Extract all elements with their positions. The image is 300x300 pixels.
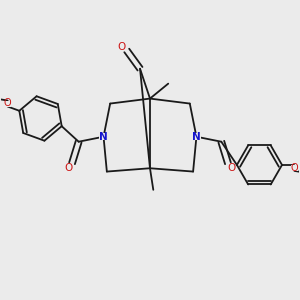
Bar <box>228 164 235 170</box>
Bar <box>118 45 125 51</box>
Bar <box>291 165 298 171</box>
Text: N: N <box>192 132 201 142</box>
Bar <box>99 133 108 140</box>
Text: O: O <box>291 163 298 173</box>
Text: O: O <box>4 98 11 108</box>
Text: N: N <box>99 132 108 142</box>
Bar <box>4 101 11 107</box>
Text: O: O <box>118 42 126 52</box>
Text: O: O <box>227 163 236 173</box>
Bar <box>65 164 72 170</box>
Bar <box>192 133 201 140</box>
Text: O: O <box>64 163 73 173</box>
